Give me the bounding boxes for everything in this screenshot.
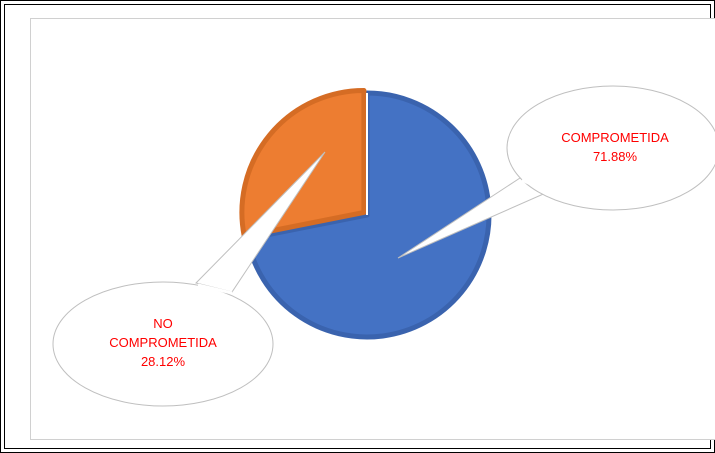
callout-comprometida — [397, 85, 715, 259]
callout-comprometida-label: COMPROMETIDA — [561, 130, 669, 145]
callout-no-comprometida-label-2: COMPROMETIDA — [109, 335, 217, 350]
pie-slice-no-comprometida — [239, 87, 367, 239]
callout-no-comprometida-text: NO COMPROMETIDA 28.12% — [98, 314, 228, 371]
pie-slice-comprometida — [244, 90, 492, 340]
callout-comprometida-value: 71.88% — [592, 149, 638, 164]
callout-no-comprometida-value: 28.12% — [140, 354, 186, 369]
callout-comprometida-text: COMPROMETIDA 71.88% — [540, 128, 690, 166]
callout-no-comprometida-label-1: NO — [153, 316, 173, 331]
callout-no-comprometida — [52, 151, 326, 407]
